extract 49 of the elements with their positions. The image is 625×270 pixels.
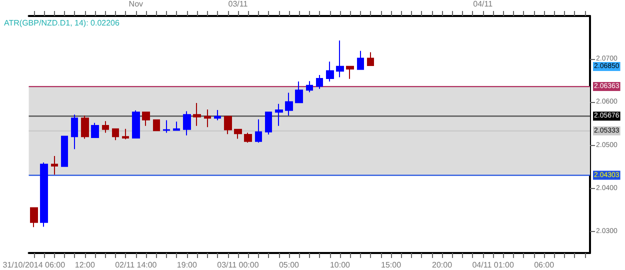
candlestick <box>255 118 262 144</box>
candlestick <box>142 112 150 126</box>
x-tick-label: 12:00 <box>74 260 96 270</box>
x-tick-label: 20:00 <box>432 260 453 270</box>
x-tick-label: 04/11 01:00 <box>472 260 514 270</box>
candlestick <box>204 109 211 128</box>
candlestick <box>173 121 180 131</box>
candlestick <box>153 119 160 132</box>
candlestick <box>30 206 38 228</box>
candlestick <box>71 114 78 150</box>
x-tick-label: 10:00 <box>330 260 351 270</box>
candlestick <box>224 116 232 135</box>
x-tick-label: 05:00 <box>278 260 300 270</box>
candlestick <box>163 120 170 134</box>
candlestick <box>61 135 68 168</box>
candlestick <box>367 52 374 66</box>
candlestick <box>295 81 303 104</box>
text: 03/11 <box>228 0 248 8</box>
candlestick <box>346 66 354 80</box>
text: Nov <box>128 0 144 8</box>
candlestick <box>122 128 129 140</box>
candlestick <box>234 128 242 140</box>
candlestick <box>102 120 109 134</box>
candlestick <box>265 111 272 135</box>
candlestick <box>306 80 313 93</box>
annotation: ATR(GBP/NZD.D1, 14): 0.02206 <box>4 18 120 28</box>
x-tick-label: 03/11 00:00 <box>217 260 260 270</box>
candlestick <box>132 110 140 139</box>
candlestick <box>112 128 119 141</box>
candlestick <box>81 115 89 140</box>
candlestick <box>51 156 58 176</box>
candlestick <box>244 132 252 144</box>
candlestick <box>316 74 323 90</box>
text: 04/11 <box>473 0 494 8</box>
candlestick <box>357 50 364 70</box>
candlestick <box>40 162 48 228</box>
x-tick-label: 15:00 <box>381 260 402 270</box>
candlestick <box>326 61 334 82</box>
candlestick <box>193 102 201 126</box>
candlestick <box>285 92 293 116</box>
candlestick <box>91 122 99 138</box>
x-tick-label: 06:00 <box>534 260 555 270</box>
x-tick-label: 31/10/2014 06:00 <box>2 260 66 270</box>
candlestick <box>183 110 191 136</box>
candlestick <box>275 103 283 126</box>
x-tick-label: 19:00 <box>176 260 198 270</box>
candlestick <box>336 40 344 78</box>
x-tick-label: 02/11 14:00 <box>115 260 158 270</box>
candlestick <box>214 109 221 121</box>
